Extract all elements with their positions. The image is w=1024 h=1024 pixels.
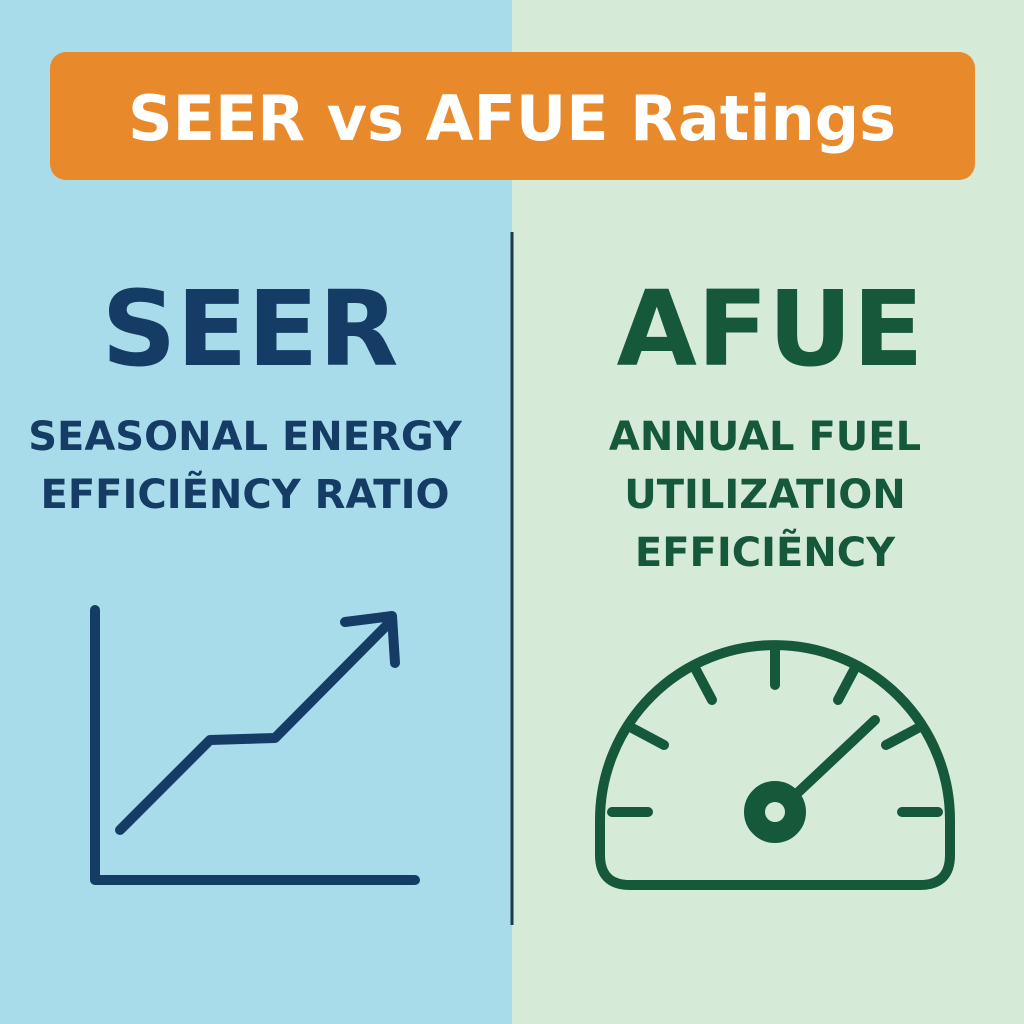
seer-line: SEASONAL ENERGY (28, 414, 463, 460)
seer-acronym: SEER (101, 268, 398, 390)
growth-chart-icon (90, 605, 420, 885)
gauge-icon (595, 640, 955, 890)
afue-acronym: AFUE (616, 268, 923, 390)
title-banner (50, 52, 975, 180)
seer-line: EFFICIẼNCY RATIO (41, 470, 450, 518)
afue-line: EFFICIẼNCY (635, 528, 896, 576)
afue-line: UTILIZATION (624, 472, 906, 518)
afue-line: ANNUAL FUEL (609, 414, 921, 460)
title: SEER vs AFUE Ratings (128, 82, 896, 155)
gauge-hub (765, 802, 785, 822)
